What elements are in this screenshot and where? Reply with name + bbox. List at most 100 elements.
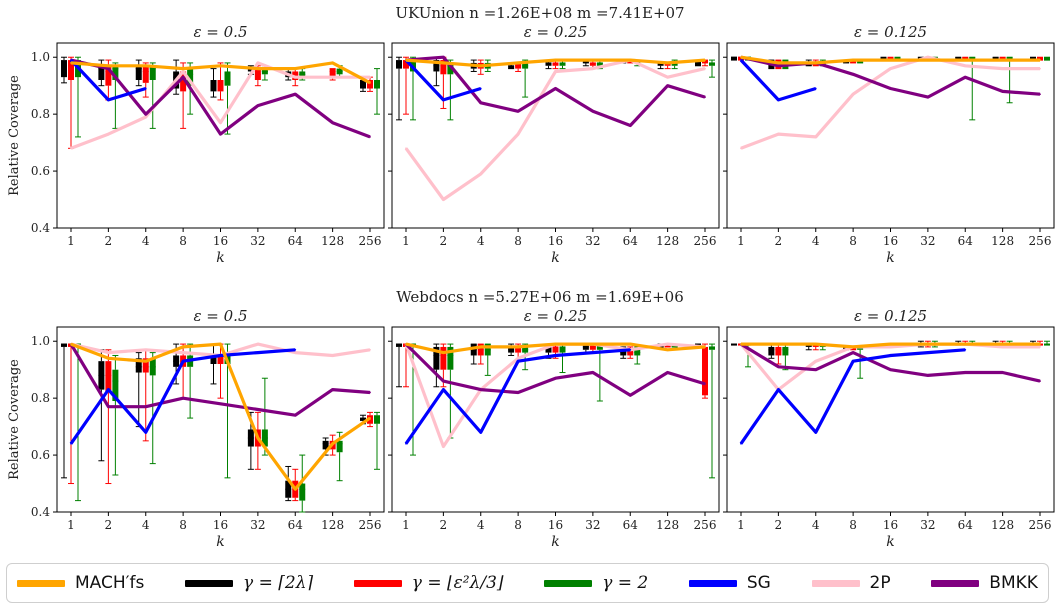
gamma3-box [187, 68, 194, 86]
series-point-2P [479, 173, 482, 175]
series-point-MACH [107, 64, 110, 67]
series-point-2P [294, 76, 297, 79]
series-point-BMKK [1001, 90, 1004, 93]
gamma1-box [61, 344, 67, 347]
legend-item-gamma3: γ = 2 [544, 573, 648, 593]
gamma1-box [396, 344, 402, 347]
series-point-MACH [479, 346, 482, 348]
x-tick-label: 256 [694, 234, 717, 248]
series-point-MACH [442, 62, 445, 64]
gamma3-box [559, 346, 566, 353]
series-point-MACH [740, 343, 742, 345]
series-point-2P [1039, 346, 1041, 348]
x-tick-label: 8 [179, 234, 187, 248]
series-point-BMKK [517, 391, 520, 394]
series-point-MACH [256, 437, 259, 439]
panel-0-1: ε = 0.25 1 2 4 8 16 32 64 128 256 k [388, 23, 720, 266]
series-point-BMKK [144, 405, 147, 408]
x-tick-label: 8 [179, 518, 187, 532]
series-point-2P [1001, 67, 1004, 70]
series-point-MACH [889, 343, 892, 345]
series-point-BMKK [479, 388, 482, 391]
x-tick-label: 4 [812, 234, 820, 248]
series-point-MACH [182, 67, 185, 70]
gamma3-box [149, 65, 156, 80]
gamma2-box [552, 346, 559, 353]
legend-swatch [544, 579, 593, 587]
series-point-2P [405, 147, 407, 150]
series-point-MACH [852, 346, 855, 348]
x-tick-label: 8 [849, 234, 857, 248]
x-tick-label: 1 [67, 518, 75, 532]
x-tick-label: 16 [883, 518, 898, 532]
x-tick-label: 2 [440, 234, 448, 248]
series-point-BMKK [777, 365, 780, 368]
y-tick-label: 0.6 [31, 448, 50, 462]
series-point-MACH [331, 442, 334, 445]
series-point-SG [144, 431, 147, 434]
gamma3-box [709, 346, 715, 350]
x-tick-label: 64 [958, 234, 974, 248]
series-point-BMKK [294, 414, 297, 417]
y-tick-label: 1.0 [31, 334, 50, 348]
series-point-2P [107, 351, 110, 354]
series-point-BMKK [442, 56, 445, 59]
series-point-BMKK [964, 371, 967, 374]
series-line-2P [740, 55, 1040, 150]
series-point-SG [219, 354, 222, 357]
series-point-SG [405, 442, 407, 445]
series-point-BMKK [442, 380, 445, 382]
x-tick-label: 256 [694, 518, 717, 532]
series-point-MACH [1039, 59, 1041, 61]
series-point-BMKK [294, 93, 297, 96]
gamma1-box [360, 80, 366, 89]
series-point-2P [740, 147, 742, 150]
y-tick-label: 0.8 [31, 391, 50, 405]
series-point-SG [479, 431, 482, 434]
gamma3-box [671, 62, 678, 66]
x-tick-label: 256 [359, 518, 382, 532]
panel-title: ε = 0.25 [524, 307, 588, 325]
x-tick-label: 4 [477, 234, 485, 248]
series-point-BMKK [219, 402, 222, 405]
panel-0-0: ε = 0.5 0.4 0.6 0.8 1.0 1 2 4 8 16 32 64 128 256 k [31, 23, 385, 266]
gamma3-box [447, 346, 454, 370]
gamma1-box [768, 346, 775, 356]
gamma3-box [374, 80, 380, 89]
legend-swatch [931, 579, 980, 587]
series-point-BMKK [1001, 371, 1004, 374]
series-point-SG [442, 388, 445, 391]
series-point-MACH [777, 62, 780, 64]
series-point-SG [107, 99, 110, 101]
series-point-2P [442, 445, 445, 448]
gamma1-box [247, 68, 254, 72]
gamma1-box [322, 440, 329, 450]
gamma1-box [61, 60, 67, 78]
x-tick-label: 8 [849, 518, 857, 532]
panel-1-0: ε = 0.5 0.4 0.6 0.8 1.0 1 2 4 8 16 32 64 128 256 k [31, 307, 385, 550]
legend-swatch [811, 579, 860, 587]
series-point-MACH [591, 59, 594, 61]
x-tick-label: 2 [105, 518, 113, 532]
series-point-2P [442, 198, 445, 201]
series-point-MACH [1001, 343, 1004, 345]
legend-label: BMKK [989, 573, 1038, 593]
x-tick-label: 16 [548, 234, 563, 248]
series-point-2P [144, 348, 147, 351]
series-point-MACH [331, 62, 334, 64]
series-point-MACH [517, 346, 520, 348]
series-point-MACH [591, 343, 594, 345]
series-point-SG [144, 87, 147, 90]
series-point-BMKK [666, 371, 669, 374]
series-point-BMKK [629, 394, 632, 397]
series-point-SG [740, 59, 742, 61]
gamma3-box [374, 415, 380, 424]
x-tick-label: 32 [920, 234, 935, 248]
series-point-BMKK [852, 351, 855, 354]
legend-item-MACH: MACH′fs [17, 573, 144, 593]
x-tick-label: 16 [548, 518, 563, 532]
x-tick-label: 1 [67, 234, 75, 248]
series-point-BMKK [107, 405, 110, 408]
gamma3-box [709, 62, 715, 66]
gamma2-box [702, 346, 708, 396]
